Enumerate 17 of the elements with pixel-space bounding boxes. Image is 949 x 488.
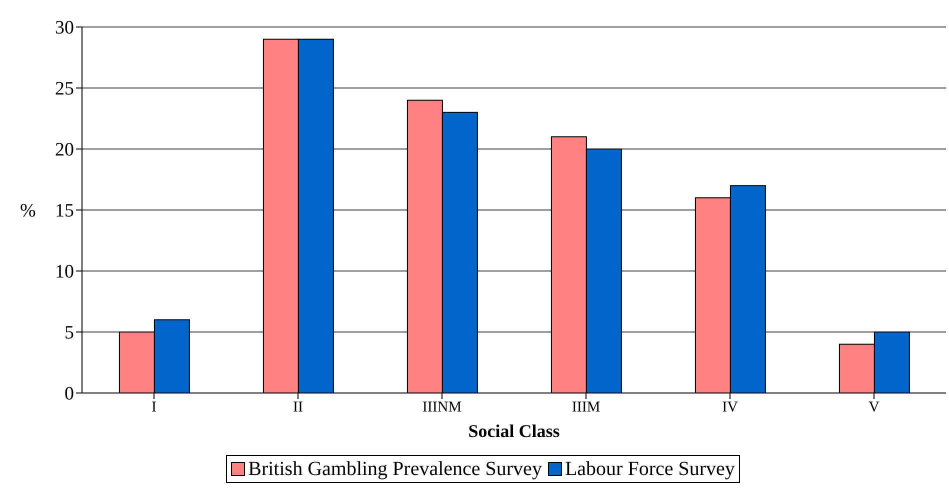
- y-tick-label: 0: [64, 384, 74, 405]
- x-tick-label: IV: [722, 400, 738, 416]
- x-tick-label: IIINM: [422, 400, 462, 416]
- y-axis-title: %: [20, 200, 36, 222]
- x-tick-label: IIIM: [572, 400, 600, 416]
- y-tick-label: 10: [55, 262, 74, 283]
- x-tick-label: I: [152, 400, 156, 416]
- x-axis-title: Social Class: [468, 421, 560, 441]
- y-tick-label: 25: [55, 78, 74, 100]
- y-tick-label: 5: [64, 322, 74, 344]
- legend-label: British Gambling Prevalence Survey: [247, 457, 542, 482]
- y-tick-label: 30: [55, 18, 74, 39]
- legend-label: Labour Force Survey: [564, 457, 735, 482]
- x-tick-label: II: [293, 400, 303, 416]
- y-tick-label: 20: [55, 140, 74, 161]
- x-tick-label: V: [868, 400, 880, 416]
- y-tick-label: 15: [55, 200, 74, 222]
